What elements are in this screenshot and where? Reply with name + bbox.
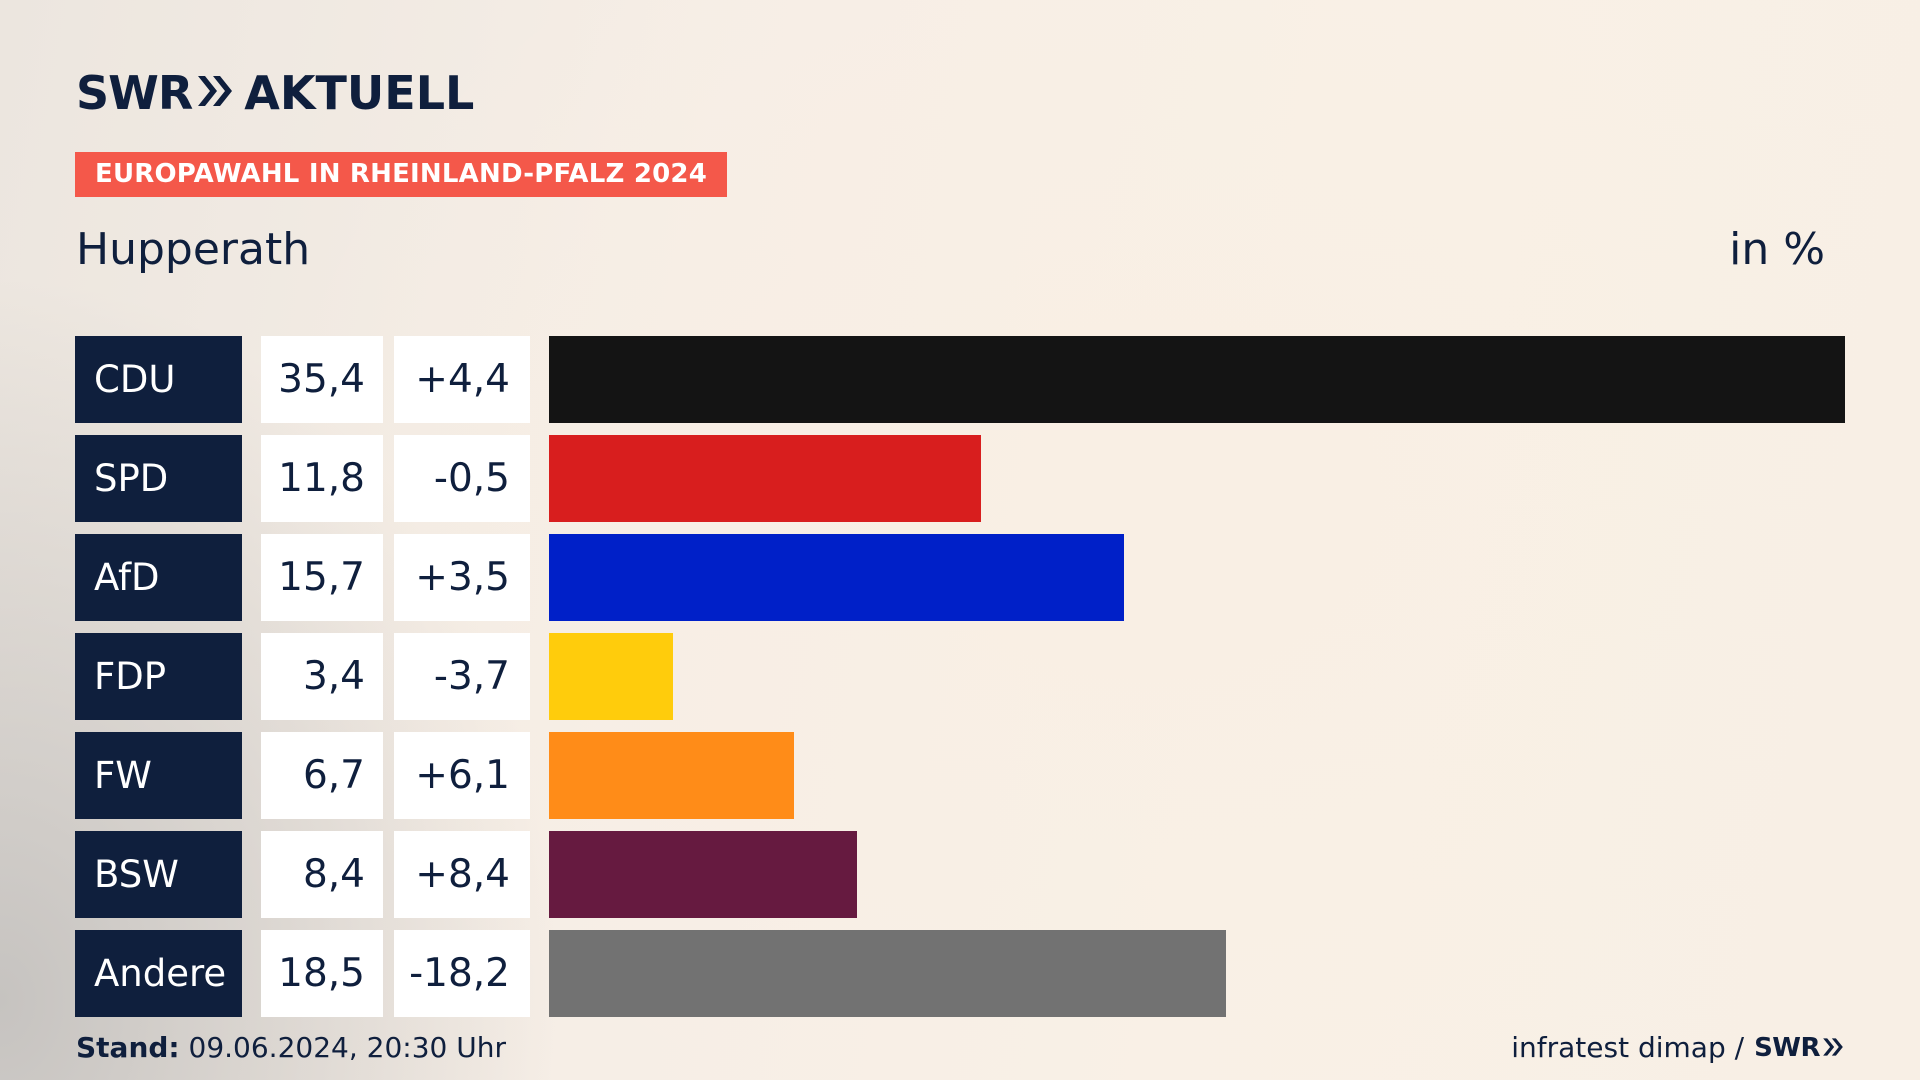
change-label: +3,5 (394, 534, 530, 621)
change-label: +6,1 (394, 732, 530, 819)
result-bar (549, 831, 857, 918)
change-label: -0,5 (394, 435, 530, 522)
election-tag: EUROPAWAHL IN RHEINLAND-PFALZ 2024 (75, 152, 727, 197)
party-label: FW (75, 732, 242, 819)
party-label: SPD (75, 435, 242, 522)
result-bar (549, 534, 1124, 621)
footer-swr-text: SWR (1754, 1033, 1820, 1063)
swr-aktuell-logo: SWR AKTUELL (76, 66, 474, 120)
party-label: AfD (75, 534, 242, 621)
logo-aktuell-text: AKTUELL (244, 66, 475, 120)
result-row: Andere 18,5 -18,2 (75, 930, 1845, 1017)
stand-label: Stand: (76, 1031, 180, 1064)
change-label: +8,4 (394, 831, 530, 918)
result-bar (549, 336, 1845, 423)
result-bar (549, 930, 1226, 1017)
stand-value: 09.06.2024, 20:30 Uhr (179, 1031, 506, 1064)
change-label: -18,2 (394, 930, 530, 1017)
party-label: CDU (75, 336, 242, 423)
vote-share-label: 35,4 (261, 336, 383, 423)
change-label: -3,7 (394, 633, 530, 720)
footer-double-chevron-icon (1822, 1028, 1844, 1068)
result-row: FDP 3,4 -3,7 (75, 633, 1845, 720)
logo-swr-text: SWR (76, 66, 193, 120)
vote-share-label: 18,5 (261, 930, 383, 1017)
result-row: SPD 11,8 -0,5 (75, 435, 1845, 522)
vote-share-label: 6,7 (261, 732, 383, 819)
vote-share-label: 15,7 (261, 534, 383, 621)
result-bar (549, 633, 673, 720)
party-label: Andere (75, 930, 242, 1017)
vote-share-label: 8,4 (261, 831, 383, 918)
timestamp: Stand: 09.06.2024, 20:30 Uhr (76, 1028, 506, 1068)
vote-share-label: 11,8 (261, 435, 383, 522)
result-bar (549, 732, 794, 819)
place-title: Hupperath (76, 224, 311, 275)
unit-label: in % (1729, 224, 1825, 275)
result-bar (549, 435, 981, 522)
source-text: infratest dimap / (1511, 1031, 1745, 1064)
result-row: CDU 35,4 +4,4 (75, 336, 1845, 423)
party-label: BSW (75, 831, 242, 918)
vote-share-label: 3,4 (261, 633, 383, 720)
party-label: FDP (75, 633, 242, 720)
result-row: FW 6,7 +6,1 (75, 732, 1845, 819)
change-label: +4,4 (394, 336, 530, 423)
source-credit: infratest dimap / SWR (1511, 1028, 1844, 1068)
result-row: BSW 8,4 +8,4 (75, 831, 1845, 918)
double-chevron-icon (196, 74, 234, 112)
result-row: AfD 15,7 +3,5 (75, 534, 1845, 621)
